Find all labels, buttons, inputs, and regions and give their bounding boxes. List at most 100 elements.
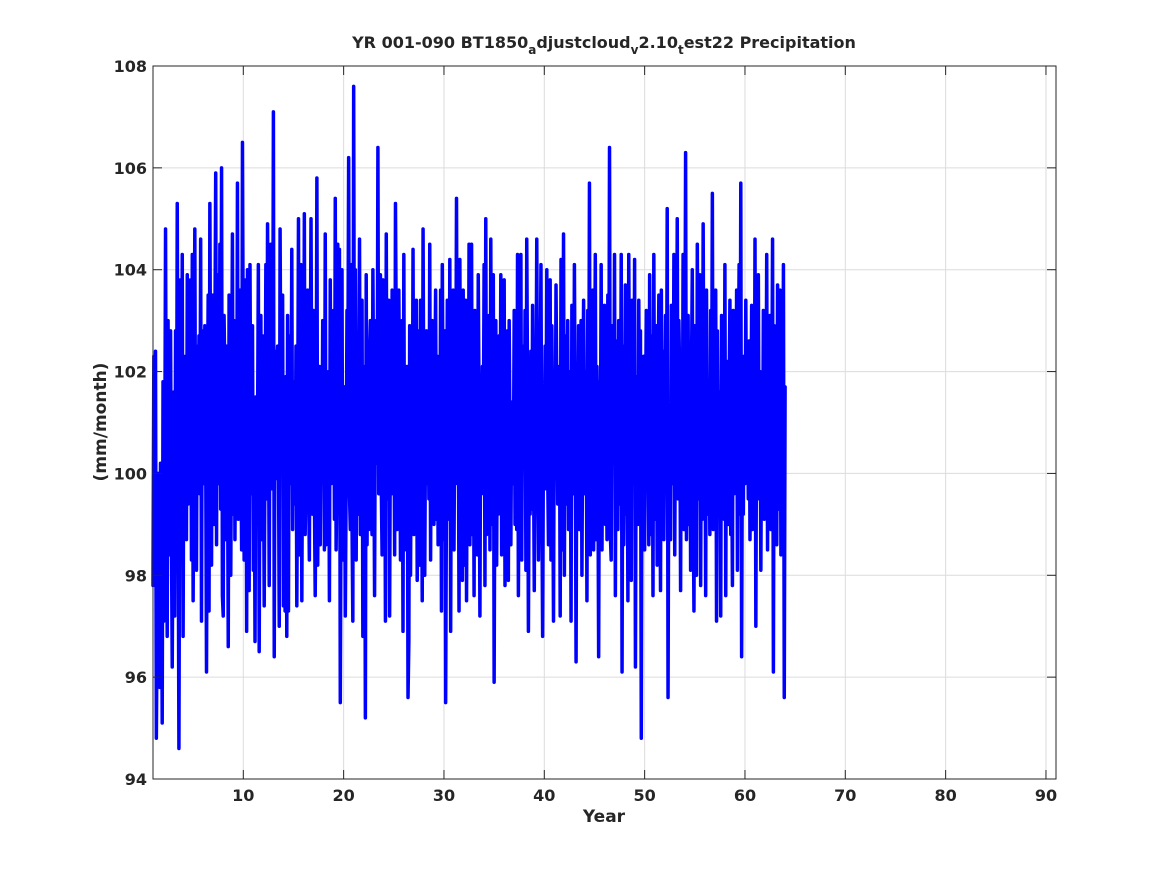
data-point	[473, 594, 475, 597]
data-point	[296, 431, 299, 434]
data-point	[374, 365, 377, 368]
data-point	[474, 477, 477, 480]
data-point	[367, 528, 370, 531]
data-point	[243, 559, 245, 561]
data-point	[285, 375, 287, 378]
x-axis-label: Year	[582, 807, 626, 827]
data-point	[231, 233, 234, 235]
data-point	[677, 498, 679, 500]
data-point	[555, 284, 557, 286]
data-point	[161, 722, 163, 724]
data-point	[361, 299, 363, 302]
data-point	[163, 493, 166, 495]
data-point	[626, 391, 628, 393]
data-point	[357, 513, 359, 515]
data-point	[328, 599, 331, 602]
data-point	[704, 594, 707, 597]
data-point	[546, 268, 548, 271]
data-point	[249, 263, 251, 266]
data-point	[534, 365, 536, 368]
data-point	[221, 594, 224, 597]
data-point	[343, 386, 346, 388]
data-point	[762, 309, 765, 312]
data-point	[413, 533, 415, 536]
data-point	[350, 263, 352, 266]
data-point	[540, 493, 543, 495]
data-point	[351, 518, 353, 521]
data-point	[471, 533, 474, 536]
data-point	[464, 299, 467, 302]
data-point	[244, 493, 246, 495]
data-point	[667, 696, 669, 699]
data-point	[290, 248, 293, 251]
title-part: t	[678, 43, 684, 57]
data-point	[233, 319, 235, 322]
data-point	[184, 355, 187, 358]
data-point	[278, 625, 281, 628]
data-point	[495, 564, 498, 566]
data-point	[565, 503, 567, 505]
data-point	[661, 513, 663, 515]
data-point	[577, 324, 580, 327]
data-point	[272, 111, 275, 113]
data-point	[332, 309, 335, 312]
data-point	[298, 554, 301, 556]
data-point	[354, 268, 357, 271]
data-point	[547, 543, 550, 546]
data-point	[193, 416, 195, 419]
data-point	[647, 370, 649, 373]
data-point	[242, 370, 245, 373]
data-point	[215, 543, 218, 546]
data-point	[734, 472, 737, 475]
data-point	[501, 380, 504, 383]
data-point	[586, 309, 589, 312]
data-point	[694, 324, 696, 327]
data-point	[378, 411, 381, 414]
y-tick-label: 96	[125, 668, 147, 687]
data-point	[674, 370, 677, 373]
data-point	[467, 487, 470, 490]
data-point	[321, 319, 324, 322]
data-point	[174, 330, 177, 332]
data-point	[531, 304, 534, 307]
data-point	[209, 421, 212, 424]
data-point	[341, 268, 343, 271]
data-point	[335, 549, 337, 551]
data-point	[718, 508, 720, 510]
data-point	[663, 421, 666, 424]
data-point	[646, 477, 648, 480]
data-point	[539, 396, 541, 398]
data-point	[307, 467, 310, 470]
data-point	[384, 620, 387, 622]
data-point	[479, 615, 481, 617]
data-point	[446, 299, 449, 302]
data-point	[575, 661, 577, 663]
data-point	[208, 610, 210, 612]
data-point	[571, 416, 574, 419]
data-point	[196, 345, 199, 347]
data-point	[438, 467, 441, 470]
data-point	[657, 396, 659, 398]
data-point	[610, 559, 612, 561]
plot-frame	[152, 65, 1057, 780]
data-point	[214, 340, 216, 342]
data-point	[207, 294, 209, 296]
data-point	[302, 493, 305, 495]
data-point	[186, 274, 189, 276]
data-point	[331, 452, 334, 454]
data-point	[183, 452, 186, 454]
data-point	[422, 228, 424, 230]
data-point	[544, 345, 546, 347]
data-point	[353, 498, 356, 500]
data-point	[206, 411, 209, 414]
data-point	[287, 610, 290, 612]
data-point	[778, 508, 781, 510]
data-point	[505, 391, 507, 393]
data-point	[527, 630, 530, 633]
data-point	[697, 421, 699, 424]
data-point	[775, 543, 778, 546]
data-point	[381, 554, 383, 556]
data-point	[286, 314, 289, 317]
data-point	[362, 442, 365, 444]
data-point	[404, 365, 407, 368]
